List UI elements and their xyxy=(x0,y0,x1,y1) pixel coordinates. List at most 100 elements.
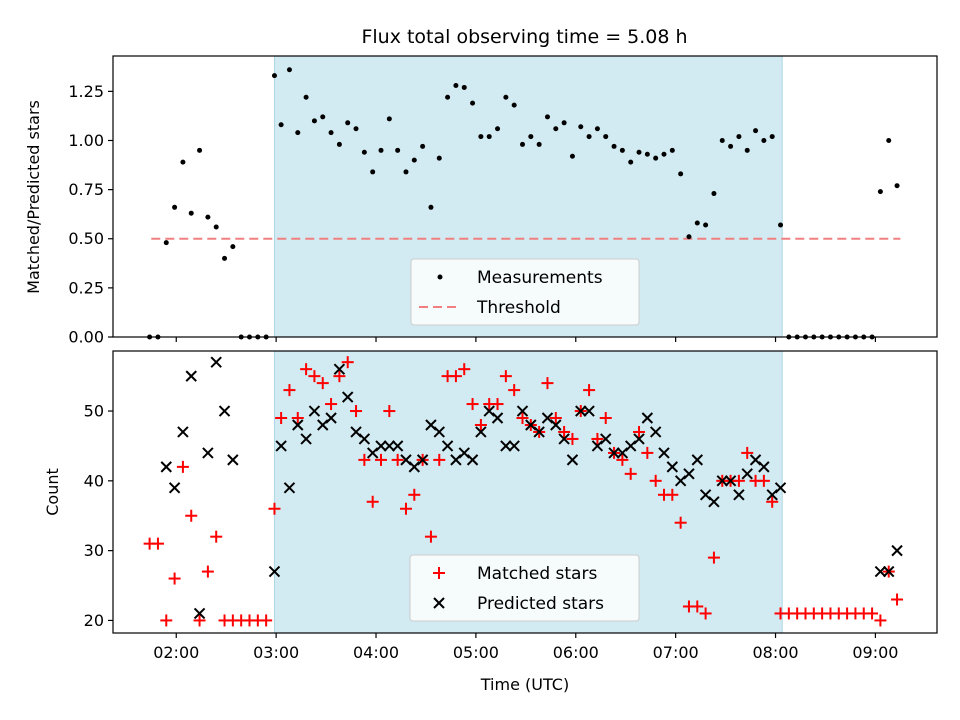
measurement-point xyxy=(278,122,284,128)
matched-star-point xyxy=(691,600,704,613)
measurement-point xyxy=(271,73,277,79)
measurement-point xyxy=(395,147,401,153)
matched-star-point xyxy=(549,412,562,425)
predicted-star-point xyxy=(333,363,346,375)
x-tick-label: 04:00 xyxy=(353,643,399,662)
matched-star-point xyxy=(350,405,363,418)
bottom-y-tick-label: 20 xyxy=(84,611,104,630)
measurement-point xyxy=(353,126,359,132)
matched-star-point xyxy=(757,474,770,487)
matched-star-point xyxy=(866,607,879,620)
predicted-star-point xyxy=(516,405,529,417)
predicted-star-point xyxy=(383,440,396,452)
predicted-star-point xyxy=(441,440,454,452)
predicted-star-point xyxy=(292,419,304,431)
top-y-tick-label: 0.50 xyxy=(68,229,104,248)
predicted-star-point xyxy=(177,426,189,438)
measurement-point xyxy=(628,159,634,165)
measurement-point xyxy=(197,147,203,153)
predicted-star-point xyxy=(160,461,172,473)
matched-star-point xyxy=(624,467,637,480)
bottom-axes-frame xyxy=(112,350,938,634)
measurement-point xyxy=(495,126,501,132)
measurement-point xyxy=(578,124,584,130)
matched-star-point xyxy=(160,614,173,627)
top-y-tick-label: 0.75 xyxy=(68,180,104,199)
top-y-axis: 0.00 0.25 0.50 0.75 1.00 1.25 xyxy=(68,82,113,347)
measurement-point xyxy=(661,151,667,157)
measurement-point xyxy=(778,222,784,228)
matched-star-point xyxy=(433,453,446,466)
matched-star-point xyxy=(566,432,579,445)
bottom-legend: Matched stars Predicted stars xyxy=(409,554,640,622)
measurement-point xyxy=(403,169,409,175)
top-axes-frame xyxy=(112,55,938,338)
measurement-points xyxy=(147,67,900,340)
legend-predicted-label: Predicted stars xyxy=(477,594,604,614)
measurement-point xyxy=(528,134,534,140)
matched-star-point xyxy=(176,460,189,473)
matched-star-point xyxy=(308,370,321,383)
matched-star-point xyxy=(260,614,273,627)
predicted-star-point xyxy=(416,454,429,466)
top-legend: Measurements Threshold xyxy=(410,258,640,326)
matched-star-point xyxy=(508,384,521,397)
predicted-star-point xyxy=(633,433,645,445)
measurement-point xyxy=(603,134,609,140)
matched-star-point xyxy=(599,412,612,425)
measurement-point xyxy=(386,116,392,122)
matched-star-point xyxy=(633,425,646,438)
measurement-point xyxy=(553,126,559,132)
matched-star-point xyxy=(466,398,479,411)
matched-star-point xyxy=(541,377,554,390)
matched-star-point xyxy=(699,607,712,620)
measurement-point xyxy=(222,255,228,261)
x-tick-label: 06:00 xyxy=(553,643,599,662)
predicted-star-point xyxy=(733,489,745,501)
bottom-y-tick-label: 50 xyxy=(84,402,104,421)
predicted-star-point xyxy=(227,454,239,466)
matched-star-point xyxy=(391,453,404,466)
matched-star-point xyxy=(674,516,687,529)
legend-predicted-marker xyxy=(433,597,445,609)
matched-star-point xyxy=(383,405,396,418)
measurement-point xyxy=(303,94,309,100)
matched-star-point xyxy=(516,412,529,425)
measurement-point xyxy=(163,240,169,246)
matched-star-point xyxy=(275,412,288,425)
measurement-point xyxy=(213,224,219,230)
legend-threshold-label: Threshold xyxy=(476,298,561,318)
predicted-star-point xyxy=(774,482,787,494)
measurement-point xyxy=(180,159,186,165)
predicted-star-point xyxy=(716,475,728,487)
predicted-star-point xyxy=(724,475,737,487)
bottom-y-axis: 20 30 40 50 xyxy=(84,402,113,630)
measurement-point xyxy=(370,169,376,175)
predicted-star-point xyxy=(168,482,181,494)
measurement-point xyxy=(619,147,625,153)
legend-measurements-label: Measurements xyxy=(477,268,603,288)
matched-star-point xyxy=(341,356,354,369)
measurement-point xyxy=(536,141,542,147)
matched-star-point xyxy=(300,363,313,376)
matched-star-point xyxy=(641,446,654,459)
predicted-star-point xyxy=(566,454,579,466)
matched-star-point xyxy=(316,377,329,390)
predicted-star-point xyxy=(600,433,612,445)
measurement-point xyxy=(736,134,742,140)
matched-star-point xyxy=(291,412,304,425)
matched-star-point xyxy=(185,509,198,522)
predicted-star-point xyxy=(533,426,545,438)
x-axis-label: Time (UTC) xyxy=(480,675,569,694)
matched-star-point xyxy=(366,495,379,508)
measurement-point xyxy=(461,84,467,90)
measurement-point xyxy=(345,120,351,126)
measurement-point xyxy=(544,114,550,120)
matched-star-point xyxy=(707,551,720,564)
matched-star-point xyxy=(666,488,679,501)
top-y-tick-label: 0.00 xyxy=(68,328,104,347)
predicted-star-point xyxy=(466,454,479,466)
predicted-star-point xyxy=(758,461,770,473)
predicted-star-point xyxy=(491,412,504,424)
